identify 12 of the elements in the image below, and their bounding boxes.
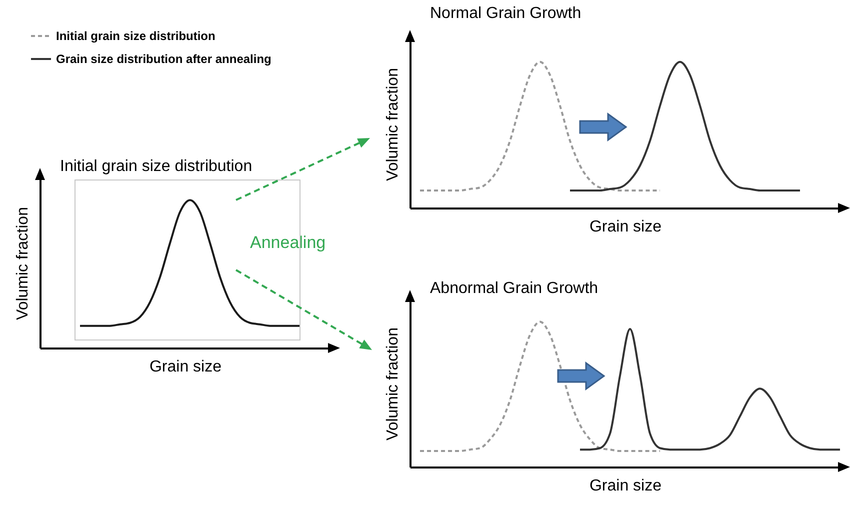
chart-title: Abnormal Grain Growth — [430, 280, 598, 297]
annotation: Annealing — [250, 233, 326, 252]
x-axis-title: Grain size — [149, 358, 222, 376]
chart-title: Initial grain size distribution — [60, 158, 252, 175]
y-axis-title: Volumic fraction — [384, 68, 402, 181]
y-axis-title: Volumic fraction — [384, 328, 402, 440]
y-axis-title: Volumic fraction — [14, 207, 32, 320]
legend-label: Initial grain size distribution — [56, 29, 216, 43]
legend-label: Grain size distribution after annealing — [56, 52, 272, 66]
x-axis-title: Grain size — [589, 218, 662, 236]
x-axis-title: Grain size — [589, 478, 662, 494]
chart-title: Normal Grain Growth — [430, 5, 582, 22]
